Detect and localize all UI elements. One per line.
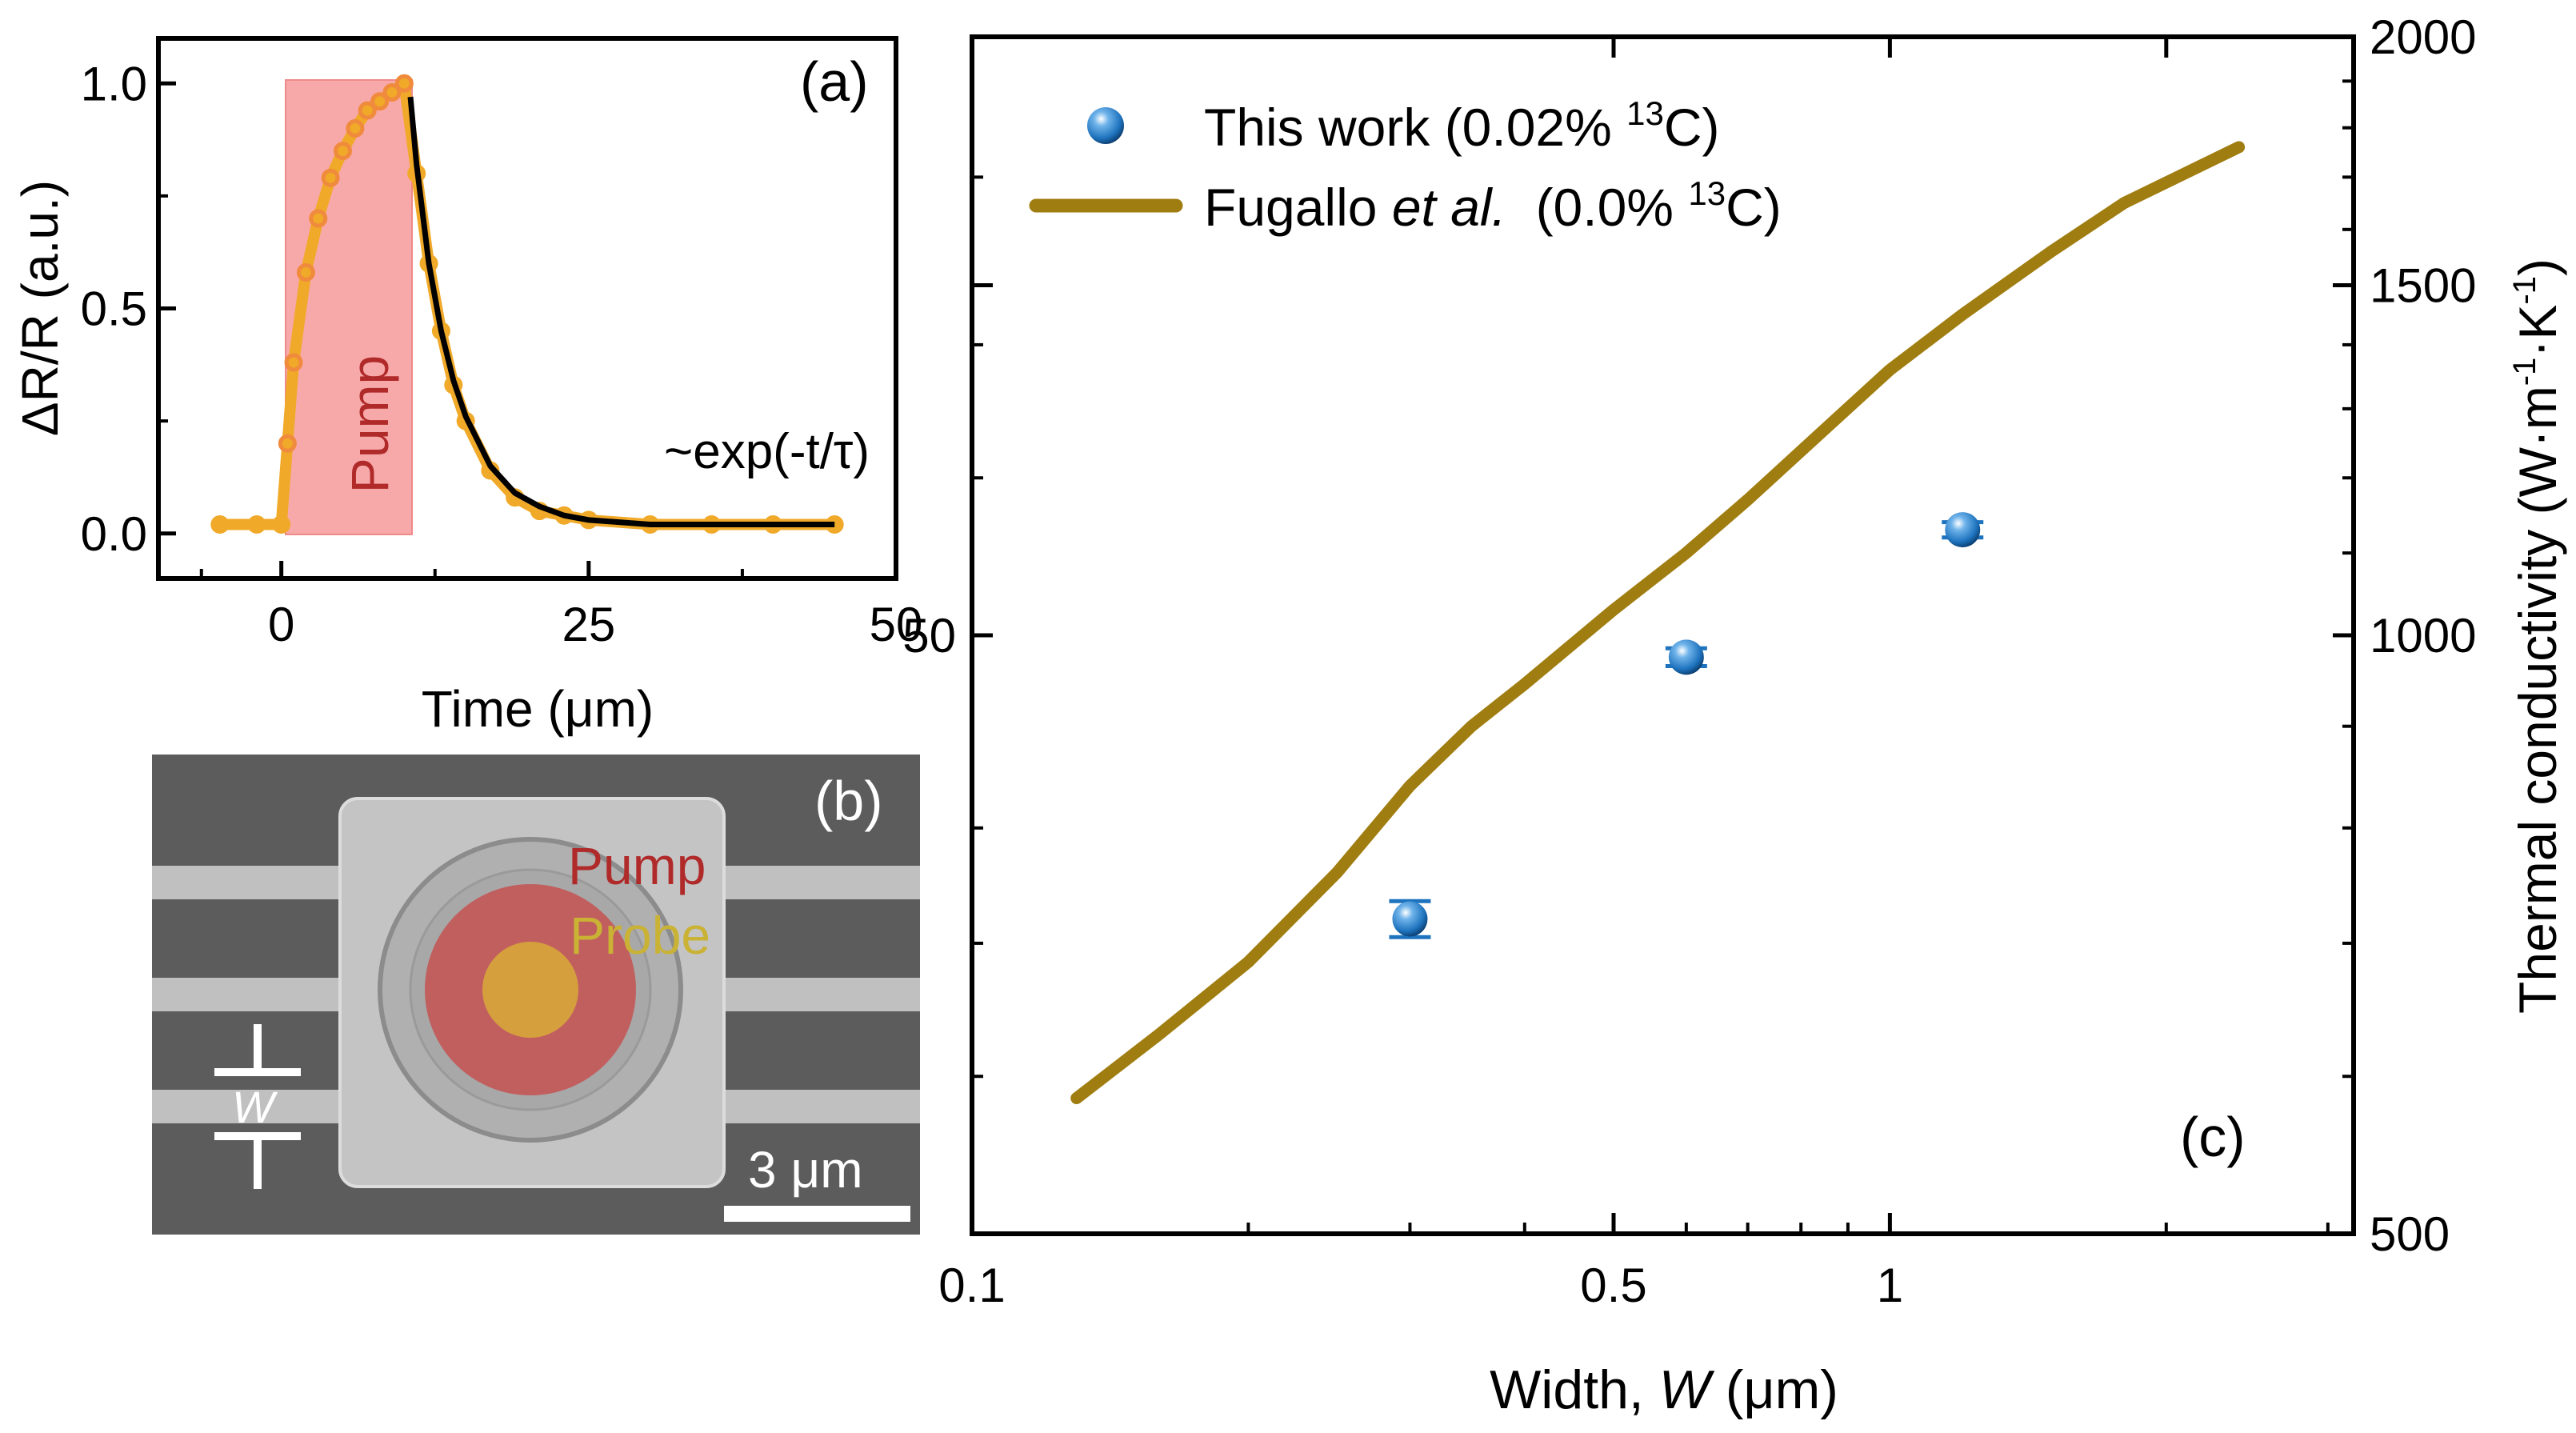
panel-a-fit-curve (407, 96, 835, 527)
panel-a-data-point (370, 92, 390, 111)
panel-c-xlabel: Width, W (μm) (1490, 1359, 1838, 1420)
legend-fugallo: Fugallo et al. (0.0% 13C) (1204, 174, 1782, 237)
panel-c-xtick-label: 0.5 (1580, 1259, 1646, 1312)
fugallo-curve (1070, 141, 2246, 1105)
this-work-point (1668, 639, 1704, 675)
panel-c-extra-tick-label: 50 (902, 609, 956, 662)
legend-this-work: This work (0.02% 13C) (1204, 94, 1720, 157)
legend-this-work-text: This work (0.02% (1204, 98, 1626, 157)
panel-a-xtick-label: 25 (562, 598, 615, 651)
this-work-point (1945, 512, 1981, 548)
panel-c-xlabel-pre: Width, (1490, 1359, 1659, 1420)
panel-a-xlabel: Time (μm) (422, 680, 654, 738)
panel-c-xlabel-unit: (μm) (1710, 1359, 1838, 1420)
panel-a-data-point (272, 515, 291, 534)
panel-a-ytick-label: 0.5 (81, 282, 147, 336)
panel-b: Pump Probe (b) W 3 μm (152, 755, 920, 1235)
panel-c-ytick-label: 2000 (2370, 10, 2476, 64)
legend-fugallo-suffix: C) (1726, 178, 1782, 237)
panel-c-legend: This work (0.02% 13C) Fugallo et al. (0.… (1029, 94, 1782, 237)
legend-fugallo-text: Fugallo (1204, 178, 1392, 237)
panel-c-ylabel-d: -1 (2507, 276, 2542, 305)
panel-b-probe-label: Probe (570, 906, 710, 965)
panel-a-data-point (210, 515, 230, 534)
panel-a-ticks: 0 25 50 0.0 0.5 1.0 (81, 57, 923, 651)
panel-c-xtick-label: 0.1 (938, 1259, 1005, 1312)
panel-c-label: (c) (2180, 1106, 2246, 1168)
legend-fugallo-paren: (0.0% (1506, 178, 1688, 237)
this-work-point (1392, 901, 1428, 937)
panel-c-ytick-label: 1500 (2370, 258, 2476, 312)
panel-a-data-point (278, 434, 297, 453)
panel-c-xlabel-var: W (1659, 1359, 1715, 1420)
panel-b-width-label: W (232, 1082, 278, 1132)
panel-c-xtick-label: 1 (1877, 1259, 1903, 1312)
panel-a-data-point (334, 142, 352, 161)
panel-c-ylabel-a: Thermal conductivity (W·m (2508, 386, 2567, 1014)
panel-b-probe-spot (482, 942, 578, 1038)
panel-a-fit-label: ~exp(-t/τ) (664, 424, 870, 479)
panel-a-data-point (394, 74, 414, 93)
panel-c-data (1070, 141, 2246, 1105)
panel-c-ylabel-e: ) (2508, 258, 2567, 276)
panel-b-pump-label: Pump (568, 836, 706, 895)
legend-fugallo-isotope: 13 (1688, 174, 1726, 212)
panel-a-data-point (346, 119, 365, 138)
legend-fugallo-etal: et al. (1392, 178, 1506, 237)
panel-a-label: (a) (800, 50, 869, 113)
panel-a-xtick-label: 0 (268, 598, 294, 651)
panel-c-ytick-label: 1000 (2370, 609, 2476, 662)
panel-b-label: (b) (814, 770, 883, 832)
panel-a-data-point (296, 263, 315, 282)
panel-b-scalebar-label: 3 μm (748, 1141, 863, 1199)
panel-a-xtick-label: 50 (870, 598, 923, 651)
panel-c-ylabel-b: -1 (2507, 358, 2542, 386)
panel-c-ytick-label: 500 (2370, 1207, 2450, 1261)
panel-c-ylabel-c: ·K (2508, 305, 2567, 358)
panel-a-data (210, 74, 844, 534)
legend-this-work-suffix: C) (1664, 98, 1720, 157)
panel-a-data-point (382, 83, 402, 102)
panel-a-data-point (309, 209, 328, 228)
panel-a-ylabel: ΔR/R (a.u.) (11, 180, 69, 436)
panel-a-data-point (247, 515, 266, 534)
panel-a-ytick-label: 0.0 (81, 507, 147, 561)
panel-b-scalebar (724, 1206, 910, 1222)
panel-a-data-point (284, 353, 303, 372)
legend-marker-this-work (1087, 107, 1124, 144)
panel-c-ylabel: Thermal conductivity (W·m-1·K-1) (2507, 258, 2567, 1014)
panel-a-pump-label: Pump (340, 355, 399, 493)
panel-b-width-marker (214, 1024, 301, 1189)
panel-a: Pump 0 25 50 0.0 0.5 1.0 (a) ~exp(-t/τ) ΔR/R … (11, 36, 923, 738)
legend-this-work-isotope: 13 (1626, 94, 1664, 132)
panel-a-data-point (358, 101, 377, 120)
panel-a-data-point (321, 168, 340, 187)
panel-a-ytick-label: 1.0 (81, 57, 147, 110)
